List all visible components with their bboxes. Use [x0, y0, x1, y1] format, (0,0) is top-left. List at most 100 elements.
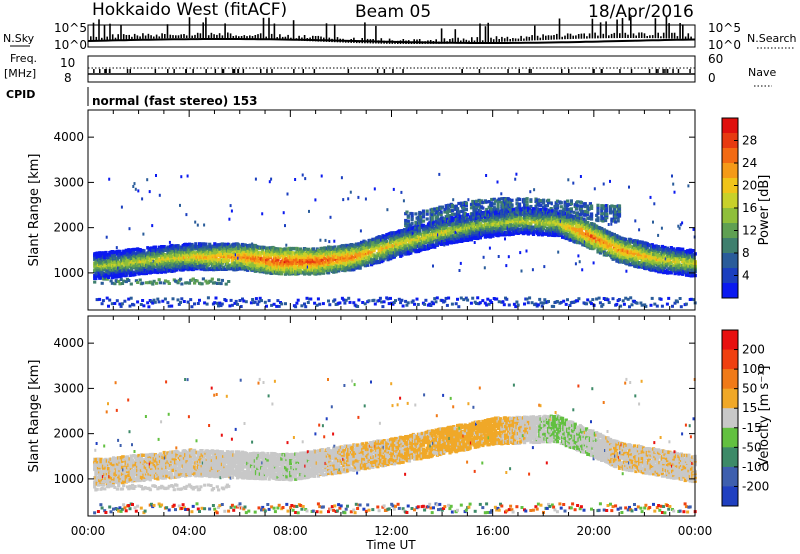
heatmap-cell [136, 300, 140, 304]
heatmap-cell [394, 253, 398, 257]
nsky-bars [87, 16, 696, 44]
heatmap-cell [466, 298, 470, 302]
nsky-bar [122, 34, 125, 40]
nsky-bar [202, 22, 204, 38]
heatmap-cell [400, 190, 403, 194]
heatmap-cell [392, 231, 396, 235]
heatmap-cell [285, 265, 289, 269]
heatmap-cell [467, 237, 471, 242]
heatmap-cell [252, 251, 256, 255]
heatmap-cell [576, 204, 580, 208]
heatmap-cell [404, 299, 408, 303]
freq-frame [87, 55, 696, 83]
nsky-bar [654, 18, 657, 39]
freq-point [302, 69, 304, 73]
heatmap-cell [205, 302, 209, 306]
heatmap-cell [142, 232, 145, 236]
heatmap-cell [516, 303, 520, 307]
freq-point [205, 69, 207, 73]
freq-point [185, 69, 187, 73]
heatmap-cell [122, 279, 126, 283]
heatmap-cell [237, 256, 240, 260]
heatmap-cell [129, 250, 133, 255]
heatmap-cell [266, 267, 270, 271]
nsky-bar [498, 39, 500, 42]
heatmap-cell [340, 176, 343, 180]
heatmap-cell [574, 262, 577, 266]
heatmap-cell [224, 242, 228, 247]
heatmap-cell [366, 260, 370, 265]
heatmap-cell [244, 300, 248, 304]
freq-point [376, 69, 379, 73]
heatmap-cell [334, 257, 338, 261]
heatmap-cell [554, 222, 558, 227]
nsky-bar [679, 23, 681, 39]
nsky-bar [514, 38, 517, 42]
heatmap-cell [300, 304, 304, 308]
heatmap-cell [291, 246, 295, 251]
heatmap-cell [386, 208, 389, 212]
heatmap-cell [399, 247, 403, 252]
nsky-bar [561, 36, 563, 40]
heatmap-cell [430, 218, 434, 222]
heatmap-cell [103, 257, 107, 261]
heatmap-cell [419, 237, 423, 242]
heatmap-cell [491, 234, 495, 238]
heatmap-cell [213, 246, 217, 251]
nsky-bar [90, 36, 92, 41]
heatmap-cell [166, 301, 170, 305]
freq-point [592, 69, 594, 73]
nsky-bar [487, 22, 489, 43]
heatmap-cell [206, 251, 211, 256]
heatmap-cell [502, 217, 506, 221]
heatmap-cell [195, 279, 199, 283]
heatmap-cell [416, 303, 420, 306]
heatmap-cell [346, 249, 350, 253]
heatmap-cell [434, 300, 438, 304]
freq-tick-high: 10 [60, 56, 75, 70]
heatmap-cell [419, 220, 423, 224]
heatmap-cell [243, 267, 247, 272]
nsky-bar [199, 33, 202, 38]
heatmap-cell [206, 296, 210, 300]
heatmap-cell [108, 298, 112, 302]
heatmap-cell [433, 297, 437, 301]
heatmap-cell [191, 277, 195, 281]
heatmap-cell [333, 245, 337, 249]
heatmap-cell [256, 302, 260, 306]
heatmap-cell [284, 224, 286, 228]
heatmap-cell [577, 220, 581, 224]
freq-point [129, 69, 131, 73]
heatmap-cell [105, 277, 109, 281]
heatmap-cell [382, 300, 386, 304]
heatmap-cell [549, 207, 553, 211]
heatmap-cell [385, 239, 389, 244]
heatmap-cell [203, 244, 207, 248]
heatmap-cell [363, 253, 367, 258]
heatmap-cell [566, 233, 570, 237]
heatmap-cell [426, 229, 431, 234]
heatmap-cell [248, 266, 252, 270]
nsky-bar [109, 23, 111, 41]
nsky-bar [490, 37, 492, 43]
heatmap-cell [410, 214, 414, 218]
heatmap-cell [230, 209, 233, 213]
nsky-bar [265, 36, 267, 40]
heatmap-cell [377, 260, 381, 265]
nsky-bar [632, 33, 635, 38]
heatmap-cell [463, 218, 467, 223]
heatmap-cell [151, 282, 155, 286]
heatmap-cell [478, 215, 481, 219]
nsky-bar [619, 33, 621, 38]
heatmap-cell [447, 296, 451, 300]
heatmap-cell [550, 202, 553, 206]
heatmap-cell [348, 300, 352, 304]
nsky-bar [476, 37, 479, 43]
heatmap-cell [404, 241, 408, 245]
heatmap-cell [217, 304, 220, 308]
heatmap-cell [204, 279, 208, 283]
heatmap-cell [535, 207, 539, 212]
heatmap-cell [378, 255, 383, 259]
nsky-bar [536, 35, 539, 41]
heatmap-cell [142, 271, 146, 276]
